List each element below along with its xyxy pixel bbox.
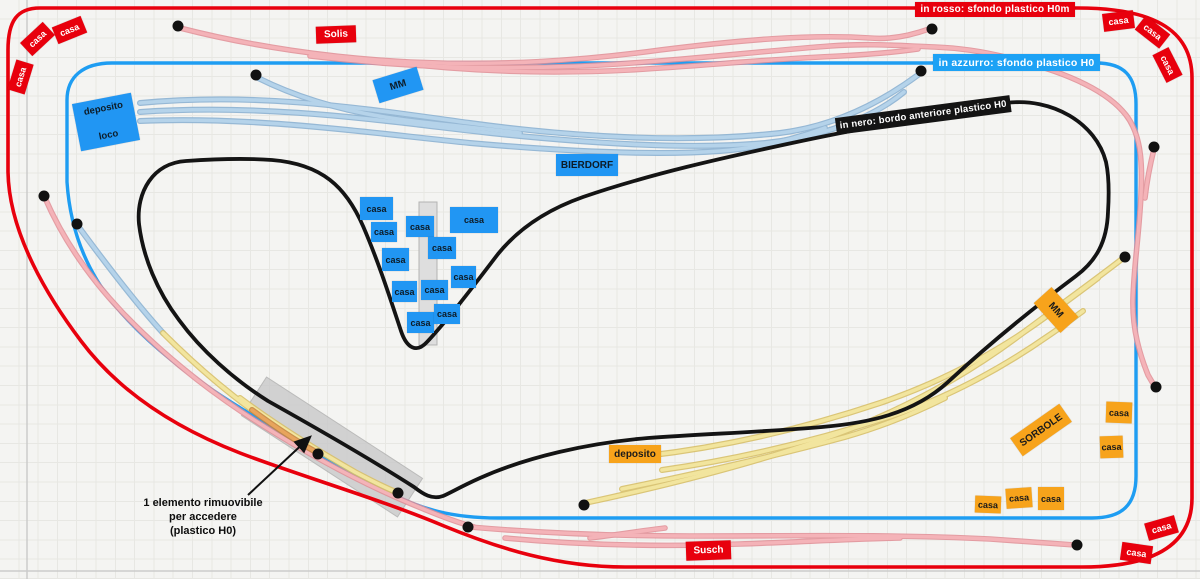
light-blue-yard-tracks — [75, 72, 921, 336]
casa-label-orange: casa — [1105, 401, 1133, 424]
casa-label-orange: casa — [974, 495, 1002, 514]
buffer-stops — [38, 20, 1162, 551]
legend-blue-h0: in azzurro: sfondo plastico H0 — [933, 54, 1100, 71]
legend-blue-text: in azzurro: sfondo plastico H0 — [938, 56, 1095, 69]
casa-text: casa — [977, 499, 999, 510]
casa-text: casa — [1101, 441, 1122, 453]
station-label-susch: Susch — [685, 540, 732, 561]
casa-text: casa — [1125, 546, 1148, 560]
station-label-bierdorf: BIERDORF — [556, 154, 618, 176]
buffer-stop — [915, 65, 927, 77]
casa-text: casa — [385, 254, 406, 265]
casa-text: casa — [1040, 493, 1062, 504]
pink-h0m-tracks — [42, 25, 1158, 549]
removable-element-note: 1 elemento rimuovibile per accedere (pla… — [130, 496, 276, 538]
casa-text: casa — [58, 21, 81, 39]
buffer-stop — [71, 218, 83, 230]
buffer-stop — [1071, 539, 1083, 551]
casa-text: casa — [394, 286, 415, 297]
casa-label-blue: casa — [360, 197, 393, 220]
casa-label-blue: casa — [407, 312, 434, 333]
black-front-border — [136, 100, 1111, 500]
casa-text: casa — [410, 317, 431, 328]
mm-top-text: MM — [388, 77, 408, 93]
casa-label-blue: casa — [406, 216, 434, 237]
legend-red-h0m: in rosso: sfondo plastico H0m — [915, 2, 1075, 17]
note-line3: (plastico H0) — [169, 525, 236, 537]
casa-text: casa — [366, 203, 387, 214]
casa-label-blue: casa — [428, 237, 456, 259]
casa-label-orange: casa — [1005, 487, 1033, 509]
buffer-stop — [392, 487, 404, 499]
casa-text: casa — [409, 221, 431, 232]
buffer-stop — [1148, 141, 1160, 153]
buffer-stop — [1119, 251, 1131, 263]
bierdorf-text: BIERDORF — [560, 159, 614, 171]
buffer-stop — [462, 521, 474, 533]
casa-text: casa — [1108, 407, 1130, 418]
buffer-stop — [38, 190, 50, 202]
legend-red-text: in rosso: sfondo plastico H0m — [920, 4, 1070, 15]
deposito-text: deposito — [614, 448, 656, 460]
casa-label-blue: casa — [382, 248, 409, 271]
casa-label-orange: casa — [1099, 435, 1124, 459]
casa-text: casa — [453, 272, 474, 282]
casa-label-blue: casa — [450, 207, 498, 233]
station-label-solis: Solis — [315, 25, 357, 44]
buffer-stop — [250, 69, 262, 81]
casa-label-blue: casa — [371, 222, 397, 242]
casa-label-blue: casa — [392, 281, 417, 302]
casa-text: casa — [424, 285, 445, 295]
solis-text: Solis — [323, 28, 349, 41]
casa-label-blue: casa — [451, 266, 476, 288]
buffer-stop — [172, 20, 184, 32]
casa-label-blue: casa — [421, 280, 448, 300]
casa-text: casa — [12, 65, 29, 89]
buffer-stop — [578, 499, 590, 511]
casa-text: casa — [1008, 492, 1030, 504]
susch-text: Susch — [693, 544, 724, 557]
casa-text: casa — [1107, 14, 1130, 28]
casa-text: casa — [463, 215, 485, 225]
mm-right-text: MM — [1046, 300, 1066, 320]
buffer-stop — [1150, 381, 1162, 393]
deposito-loco-line1: deposito — [82, 99, 124, 118]
note-line1: 1 elemento rimuovibile — [143, 497, 263, 509]
casa-label-orange: casa — [1038, 487, 1064, 510]
station-label-deposito: deposito — [609, 445, 661, 463]
casa-text: casa — [1158, 53, 1177, 77]
annotation-arrow — [247, 435, 312, 496]
casa-label-blue: casa — [434, 304, 460, 324]
casa-text: casa — [436, 309, 458, 319]
buffer-stop — [926, 23, 938, 35]
buffer-stop — [312, 448, 324, 460]
casa-text: casa — [1150, 520, 1173, 536]
yellow-tracks — [160, 256, 1125, 506]
casa-text: casa — [431, 243, 453, 253]
deposito-loco-line2: loco — [97, 127, 120, 143]
note-line2: per accedere — [169, 511, 237, 523]
red-h0m-loop — [6, 6, 1194, 569]
casa-label-red: casa — [1102, 10, 1135, 32]
casa-text: casa — [373, 227, 395, 237]
